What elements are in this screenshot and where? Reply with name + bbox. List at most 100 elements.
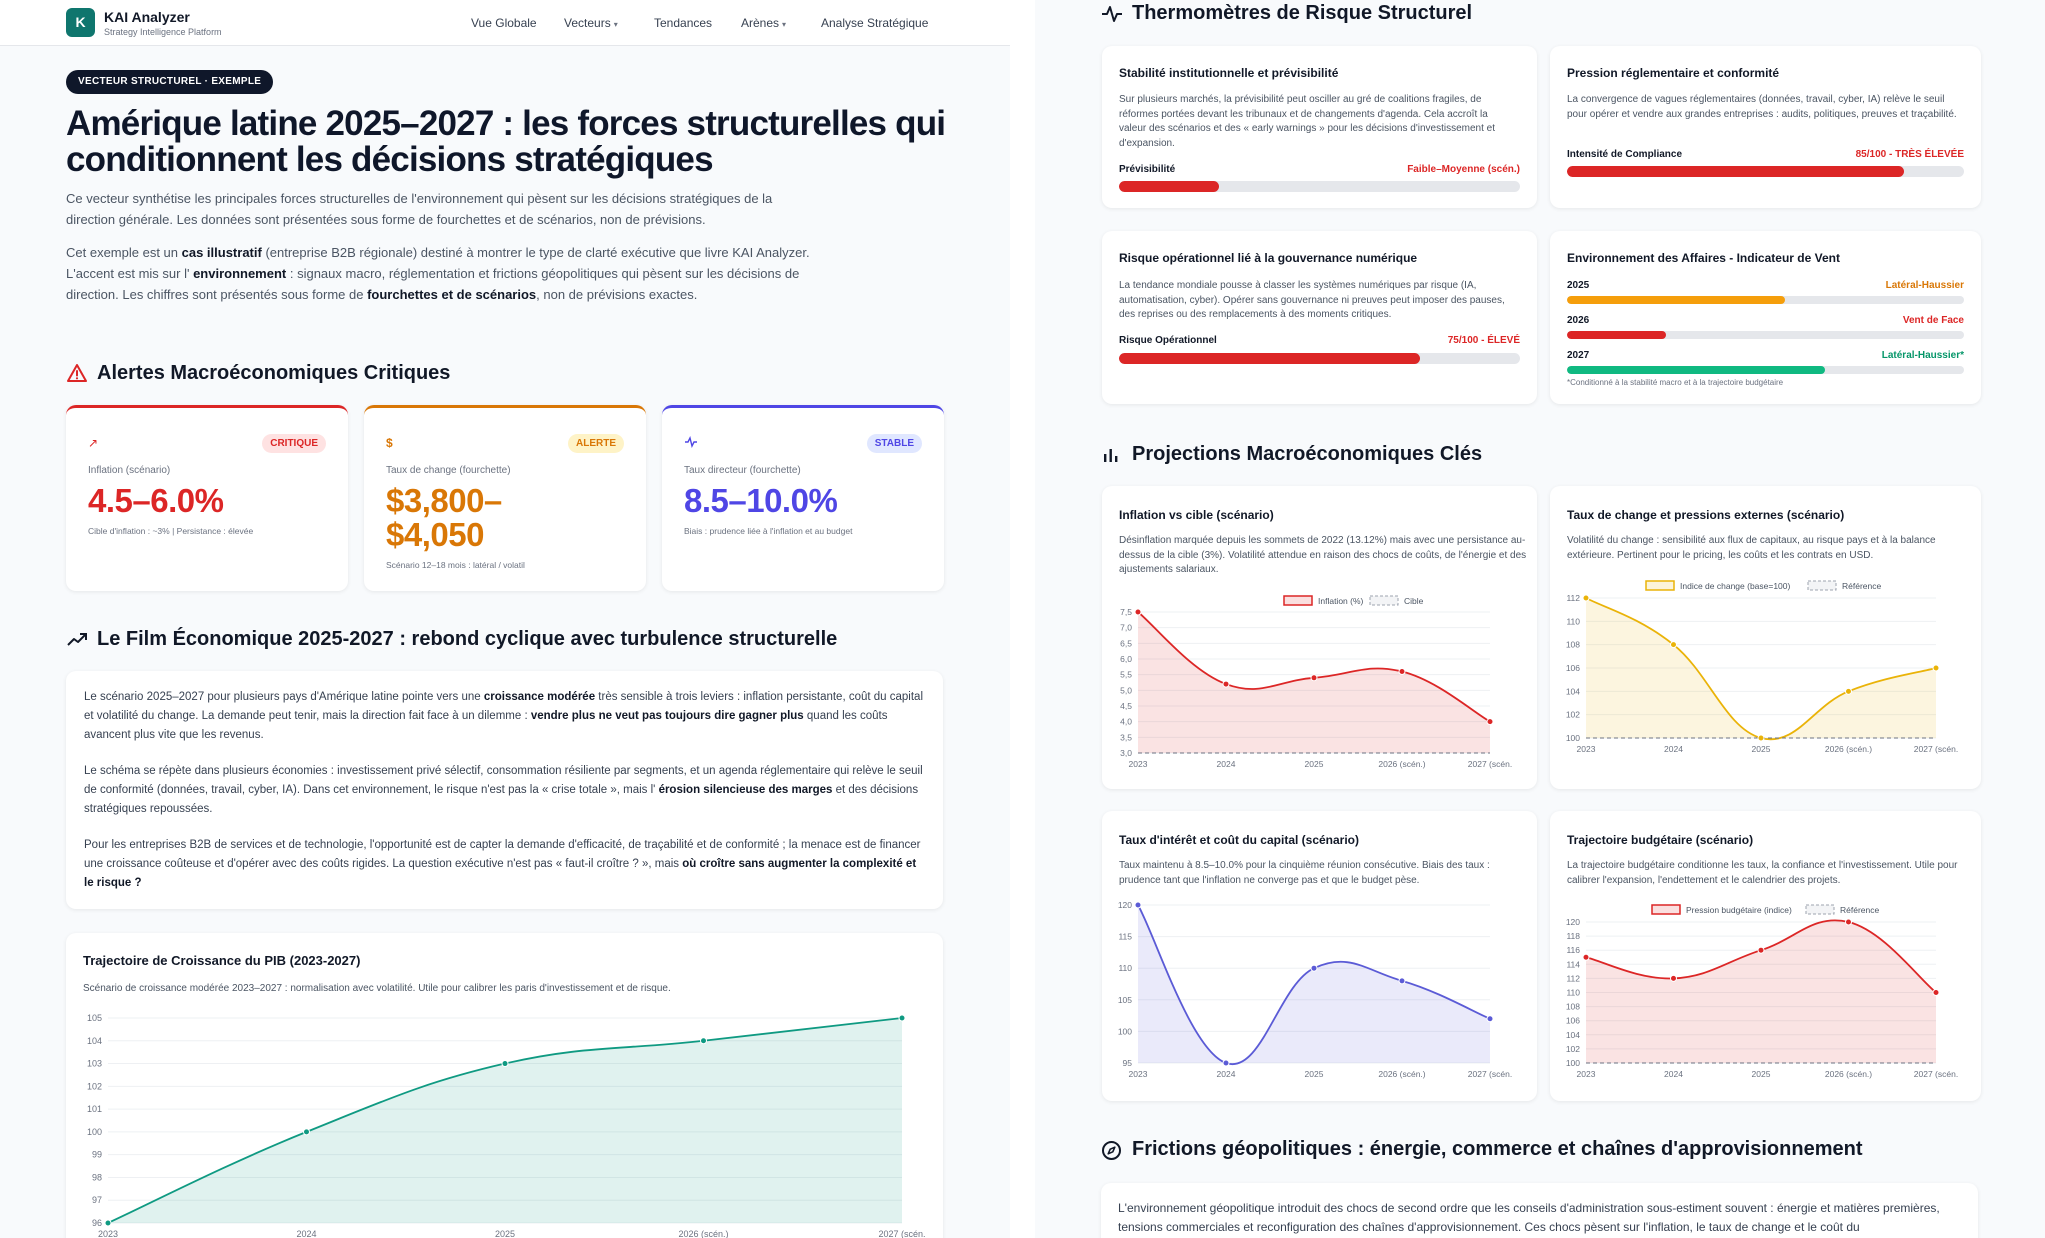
x-tick-label: 2027 (scén. [1468,759,1512,769]
budget-chart-card: Trajectoire budgétaire (scénario) La tra… [1550,811,1981,1101]
y-tick-label: 100 [1566,733,1580,743]
nav-tendances[interactable]: Tendances [654,16,712,30]
data-point [1310,674,1318,682]
legend-label: Référence [1840,905,1879,915]
nav-label: Vecteurs [564,16,611,30]
data-point [1932,989,1940,996]
alert-note: Scénario 12–18 mois : latéral / volatil [386,560,525,570]
card-title: Stabilité institutionnelle et prévisibil… [1119,66,1339,80]
y-tick-label: 105 [1118,995,1132,1005]
alert-note: Biais : prudence liée à l'inflation et a… [684,526,853,536]
meter-label: Intensité de Compliance [1567,149,1683,160]
nav-label: Vue Globale [471,16,537,30]
film-card: Le scénario 2025–2027 pour plusieurs pay… [66,671,943,909]
legend-label: Pression budgétaire (indice) [1686,905,1792,915]
nav-arenes[interactable]: Arènes ▾ [741,16,786,30]
meter-fill [1567,331,1667,339]
x-tick-label: 2025 [495,1229,515,1238]
card-description: Sur plusieurs marchés, la prévisibilité … [1119,94,1495,149]
y-tick-label: 105 [87,1013,102,1023]
trend-up-icon [67,633,87,646]
y-tick-label: 102 [1566,1044,1580,1054]
meter-value: 75/100 - ÉLEVÉ [1447,335,1520,346]
dollar-icon: $ [386,436,393,450]
warning-icon [67,364,87,382]
y-tick-label: 5,0 [1120,685,1132,695]
legend-swatch [1645,580,1675,591]
chart-description: Désinflation marquée depuis les sommets … [1119,535,1527,575]
data-point [1582,953,1590,961]
brand-logo[interactable]: K [66,8,95,37]
film-section-title: Le Film Économique 2025-2027 : rebond cy… [97,628,838,650]
meter-fill [1119,181,1220,192]
y-tick-label: 103 [87,1059,102,1069]
y-tick-label: 104 [1566,1030,1580,1040]
chart-title: Taux d'intérêt et coût du capital (scéna… [1119,833,1360,847]
wind-value: Latéral-Haussier* [1881,350,1964,361]
brand-name[interactable]: KAI Analyzer [104,9,190,25]
data-point [303,1128,310,1136]
alert-card-inflation[interactable]: ↗ CRITIQUE Inflation (scénario) 4.5–6.0%… [66,405,348,591]
card-description: La tendance mondiale pousse à classer le… [1119,280,1505,320]
series-line [1137,904,1491,1066]
film-paragraph-1: Le scénario 2025–2027 pour plusieurs pay… [84,691,924,741]
trend-up-icon: ↗ [88,436,99,450]
legend-swatch [1283,595,1313,606]
alert-label: Taux de change (fourchette) [386,465,511,476]
right-panel: Thermomètres de Risque Structurel Stabil… [1035,0,2045,1238]
chart-description: Volatilité du change : sensibilité aux f… [1567,535,1936,561]
wind-year: 2027 [1567,350,1590,361]
pulse-icon [684,435,698,451]
meter-track [1567,166,1964,177]
wind-note: *Conditionné à la stabilité macro et à l… [1567,378,1784,387]
nav-vecteurs[interactable]: Vecteurs ▾ [564,16,618,30]
film-paragraph-3: Pour les entreprises B2B de services et … [84,839,921,889]
brand-subtitle: Strategy Intelligence Platform [104,27,222,37]
data-point [1222,1059,1230,1067]
nav-label: Tendances [654,16,713,30]
wind-year: 2026 [1567,315,1590,326]
compass-icon [1102,1141,1121,1160]
y-tick-label: 95 [1123,1058,1133,1068]
x-tick-label: 2027 (scén. [1468,1069,1512,1079]
legend-label: Référence [1842,581,1881,591]
chart-title: Inflation vs cible (scénario) [1119,508,1274,522]
y-tick-label: 106 [1566,1016,1580,1026]
x-tick-label: 2024 [296,1229,316,1238]
top-navbar: K KAI Analyzer Strategy Intelligence Pla… [0,0,1010,46]
y-tick-label: 4,5 [1120,701,1132,711]
x-tick-label: 2024 [1217,759,1236,769]
pulse-icon [1102,6,1122,22]
y-tick-label: 7,0 [1120,623,1132,633]
nav-vue-globale[interactable]: Vue Globale [471,16,537,30]
y-tick-label: 102 [1566,710,1580,720]
x-tick-label: 2023 [1577,1069,1596,1079]
y-tick-label: 110 [1118,963,1132,973]
x-tick-label: 2023 [1129,1069,1148,1079]
y-tick-label: 108 [1566,1002,1580,1012]
alert-card-exchange-rate[interactable]: $ ALERTE Taux de change (fourchette) $3,… [364,405,646,591]
nav-analyse-strategique[interactable]: Analyse Stratégique [821,16,928,30]
chart-title: Trajectoire budgétaire (scénario) [1567,833,1754,847]
wind-value: Latéral-Haussier [1885,280,1964,291]
meter-fill [1119,353,1420,364]
y-tick-label: 116 [1566,945,1580,955]
series-area [108,1018,902,1223]
alert-card-policy-rate[interactable]: STABLE Taux directeur (fourchette) 8.5–1… [662,405,944,591]
data-point [1222,680,1230,688]
y-tick-label: 100 [87,1127,102,1137]
geo-card: L'environnement géopolitique introduit d… [1101,1183,1978,1238]
y-tick-label: 112 [1566,593,1580,603]
data-point [1670,641,1677,649]
exchange-chart-card: Taux de change et pressions externes (sc… [1550,486,1981,789]
meter-fill [1567,296,1786,304]
inflation-chart-card: Inflation vs cible (scénario) Désinflati… [1102,486,1537,789]
meter-value: Faible–Moyenne (scén.) [1407,164,1520,175]
meter-track [1119,181,1520,192]
x-tick-label: 2023 [1577,744,1596,754]
